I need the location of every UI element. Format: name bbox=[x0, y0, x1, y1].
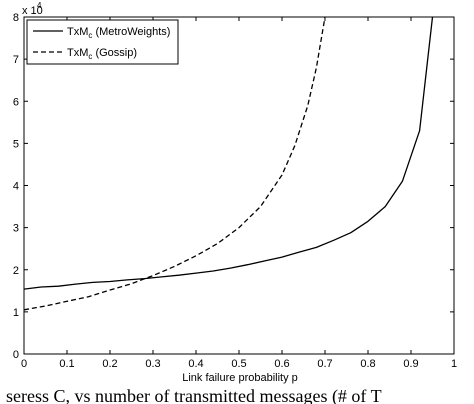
series-line-gossip bbox=[23, 16, 326, 311]
y-tick-label: 0 bbox=[13, 349, 19, 361]
y-tick-label: 7 bbox=[13, 54, 19, 66]
y-multiplier-exponent: 4 bbox=[37, 1, 42, 10]
x-tick-label: 0.6 bbox=[274, 358, 289, 370]
plot-frame bbox=[23, 16, 455, 355]
x-tick-label: 0 bbox=[21, 358, 27, 370]
x-tick-label: 0.7 bbox=[317, 358, 332, 370]
series-layer bbox=[23, 16, 434, 311]
plot-area bbox=[23, 16, 455, 355]
y-multiplier: x 10 4 bbox=[22, 1, 43, 17]
x-axis-label: Link failure probability p bbox=[182, 372, 298, 384]
y-tick-label: 2 bbox=[13, 265, 19, 277]
x-tick-label: 0.5 bbox=[231, 358, 246, 370]
legend-entry-gossip: TxMc (Gossip) bbox=[67, 47, 137, 61]
y-tick-label: 4 bbox=[13, 181, 19, 193]
legend-entry-metroweights: TxMc (MetroWeights) bbox=[67, 26, 170, 40]
x-tick-label: 0.3 bbox=[145, 358, 160, 370]
axis-ticks: 0 0.1 0.2 0.3 0.4 0.5 0.6 0.7 0.8 0.9 1 0 1 2 3 4 5 6 7 8 bbox=[13, 12, 457, 370]
y-tick-label: 5 bbox=[13, 138, 19, 150]
y-tick-label: 8 bbox=[13, 12, 19, 24]
y-tick-label: 6 bbox=[13, 96, 19, 108]
caption: seress C, vs number of transmitted messa… bbox=[6, 386, 382, 404]
y-tick-label: 3 bbox=[13, 223, 19, 235]
y-tick-label: 1 bbox=[13, 307, 19, 319]
x-tick-label: 0.1 bbox=[59, 358, 74, 370]
legend-box bbox=[26, 19, 179, 65]
x-tick-label: 0.8 bbox=[360, 358, 375, 370]
legend: TxMc (MetroWeights) TxMc (Gossip) bbox=[26, 19, 179, 65]
x-tick-label: 1 bbox=[451, 358, 457, 370]
x-tick-label: 0.4 bbox=[188, 358, 203, 370]
x-tick-label: 0.2 bbox=[102, 358, 117, 370]
series-line-metroweights bbox=[23, 16, 434, 290]
x-tick-label: 0.9 bbox=[403, 358, 418, 370]
y-multiplier-base: x 10 bbox=[22, 5, 43, 17]
